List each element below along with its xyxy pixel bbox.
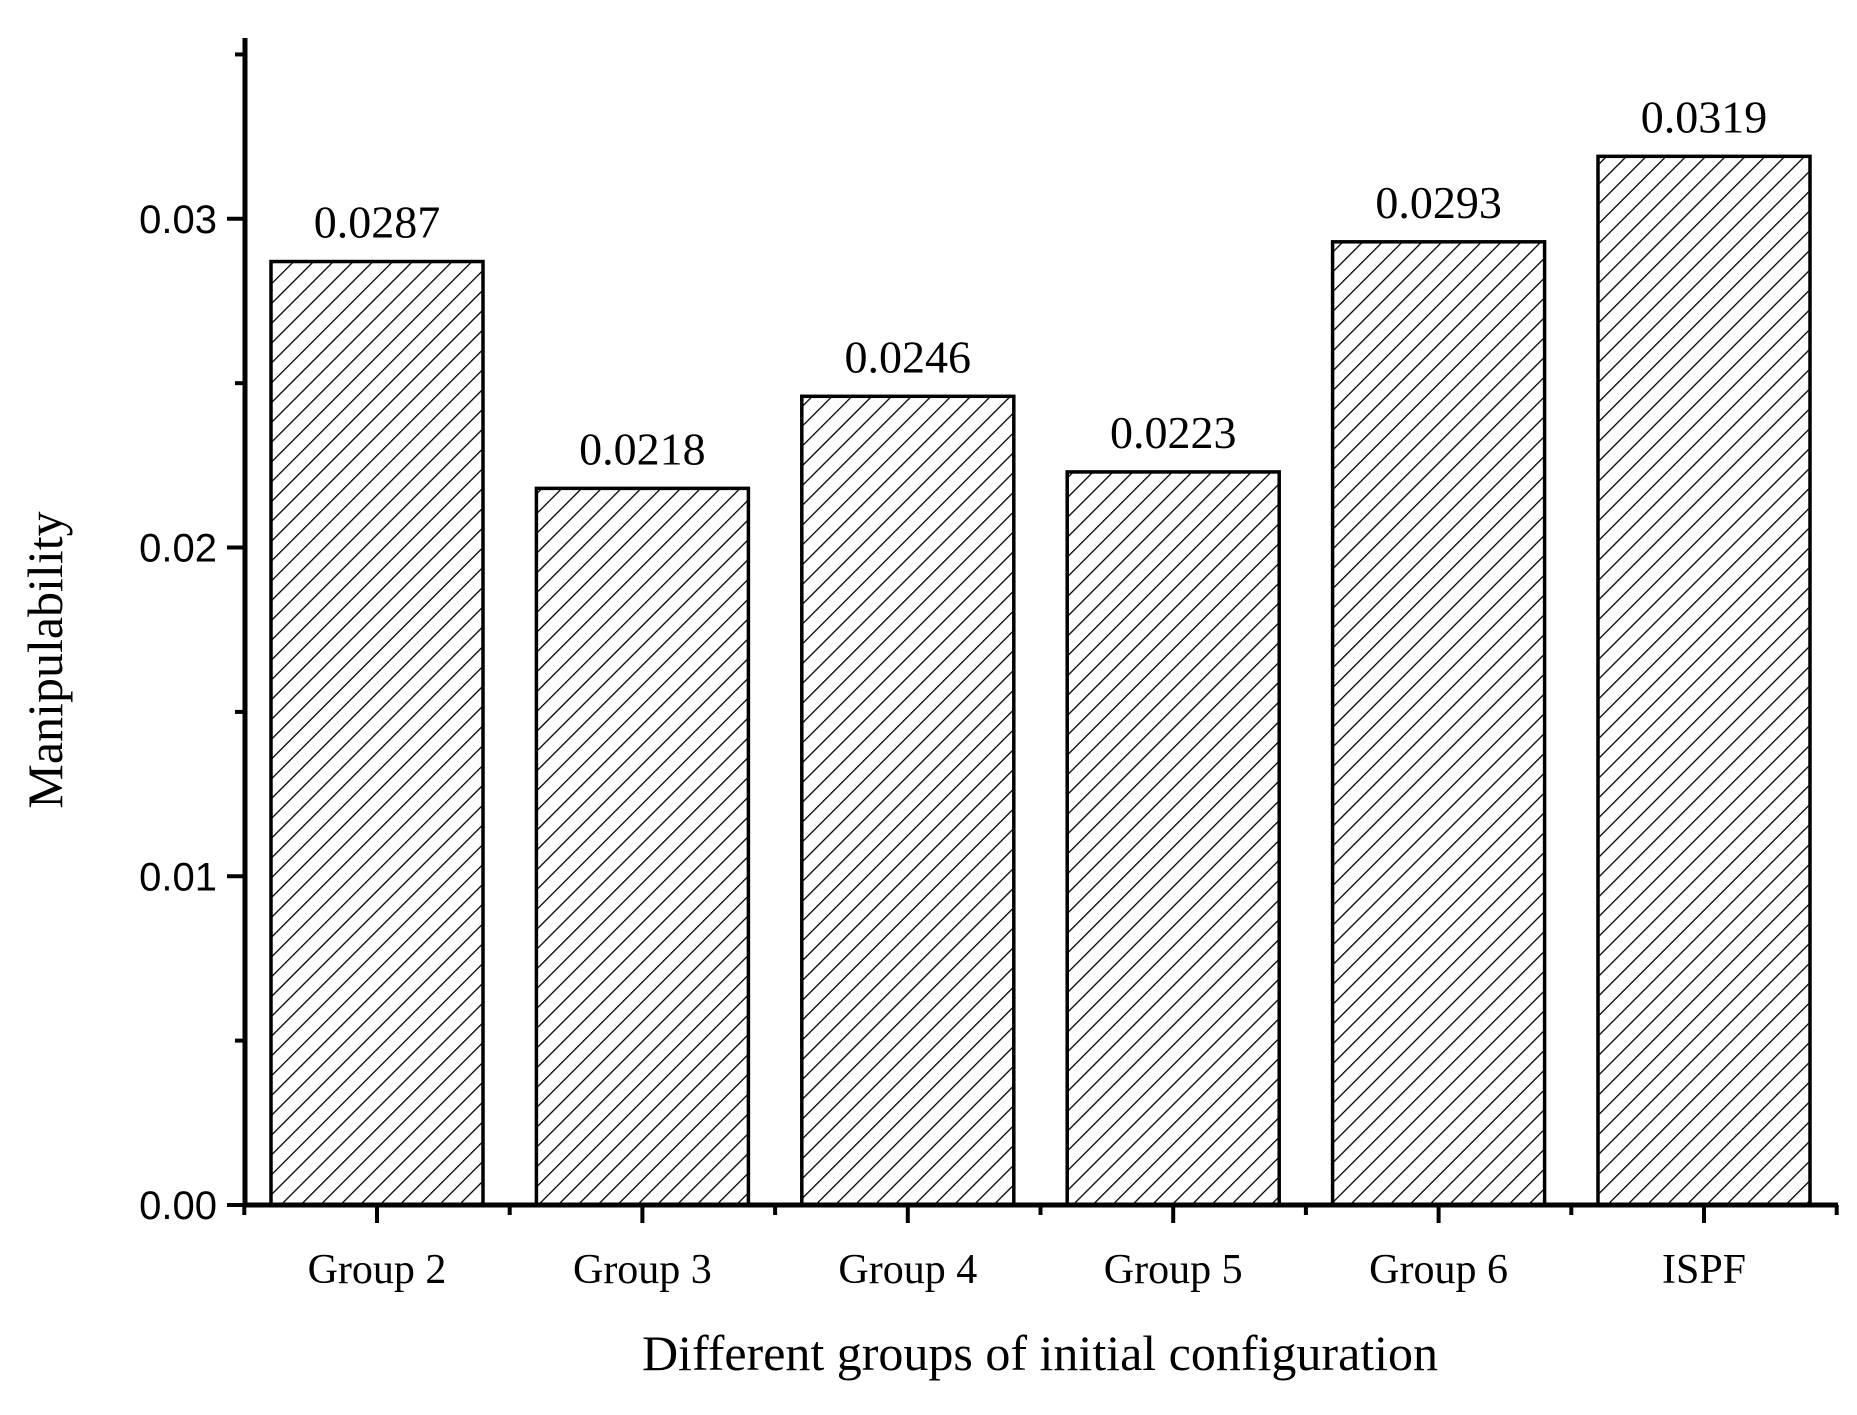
bar-group-3 xyxy=(534,486,751,1207)
x-tick-label: ISPF xyxy=(1662,1247,1746,1293)
bar-group-2 xyxy=(269,259,485,1207)
bar-value-label: 0.0218 xyxy=(579,423,706,474)
bar-ispf xyxy=(1596,154,1812,1207)
y-tick-label: 0.01 xyxy=(139,855,217,899)
x-tick-label: Group 5 xyxy=(1104,1247,1243,1293)
bar-value-label: 0.0319 xyxy=(1641,91,1768,142)
y-tick-label: 0.02 xyxy=(139,527,217,571)
y-ticks: 0.00 0.01 0.02 0.03 xyxy=(139,52,245,1228)
x-axis-title: Different groups of initial configuratio… xyxy=(642,1325,1438,1381)
value-labels-layer: 0.0287 0.0218 0.0246 0.0223 0.0293 0.0319 xyxy=(314,91,1768,474)
x-tick-label: Group 3 xyxy=(573,1247,712,1293)
bars-layer xyxy=(269,154,1812,1207)
y-tick-label: 0.03 xyxy=(139,198,217,242)
bar-value-label: 0.0223 xyxy=(1110,407,1237,458)
bar-value-label: 0.0293 xyxy=(1375,177,1502,228)
bar-value-label: 0.0246 xyxy=(845,331,972,382)
y-axis-title: Manipulability xyxy=(17,511,73,808)
x-ticks: Group 2 Group 3 Group 4 Group 5 Group 6 ISPF xyxy=(242,1205,1839,1293)
bar-group-5 xyxy=(1065,470,1281,1207)
x-tick-label: Group 2 xyxy=(308,1247,447,1293)
x-tick-label: Group 6 xyxy=(1369,1247,1508,1293)
y-tick-label: 0.00 xyxy=(139,1184,217,1228)
x-tick-label: Group 4 xyxy=(838,1247,977,1293)
bar-group-4 xyxy=(800,394,1016,1207)
bar-group-6 xyxy=(1330,240,1547,1207)
bar-value-label: 0.0287 xyxy=(314,197,441,248)
